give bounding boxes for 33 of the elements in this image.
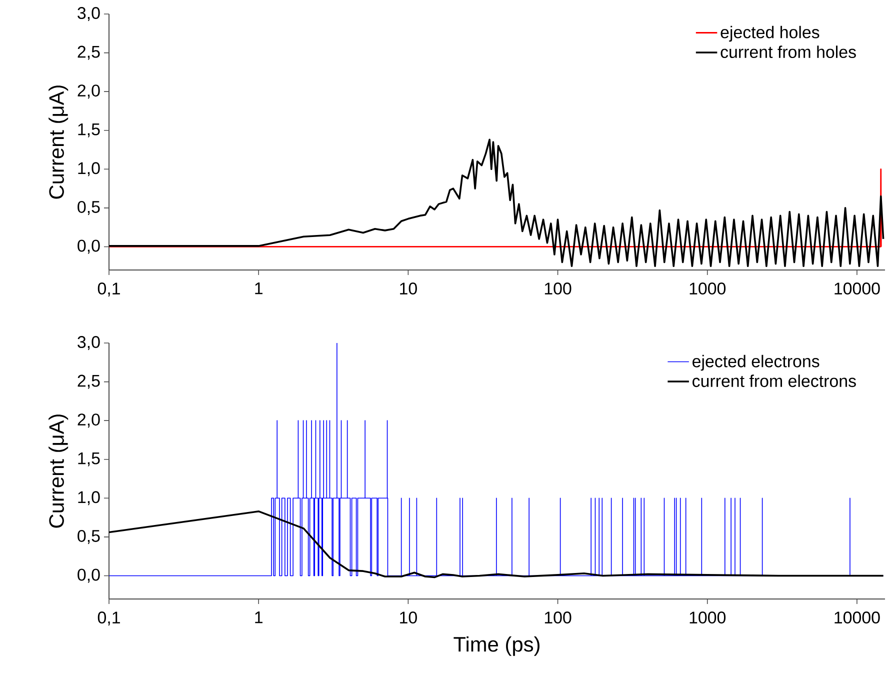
y-tick-label: 2,5 xyxy=(78,374,100,389)
legend-label: current from electrons xyxy=(692,374,856,388)
y-tick-label: 2,0 xyxy=(78,84,100,99)
x-tick-label: 1 xyxy=(255,612,262,624)
y-tick-label: 2,0 xyxy=(78,414,100,428)
x-tick-label: 10 xyxy=(400,612,417,624)
x-tick-label: 1 xyxy=(255,282,262,294)
y-tick-label: 0,0 xyxy=(78,240,100,254)
x-tick-label: 1000 xyxy=(690,282,726,295)
x-tick-label: 10000 xyxy=(834,282,880,295)
legend-label: ejected holes xyxy=(720,26,820,42)
x-tick-label: 1000 xyxy=(690,612,726,624)
legend-label: ejected electrons xyxy=(692,354,820,371)
y-tick-label: 0,5 xyxy=(78,200,100,215)
y-tick-label: 0,0 xyxy=(78,568,100,583)
y-axis-title: Current (μA) xyxy=(48,86,68,199)
x-axis-title: Time (ps) xyxy=(454,636,540,656)
y-tick-label: 0,5 xyxy=(78,530,100,544)
x-tick-label: 0,1 xyxy=(98,612,120,626)
y-tick-label: 3,0 xyxy=(78,7,100,21)
x-tick-label: 10 xyxy=(400,282,417,295)
y-tick-label: 1,0 xyxy=(78,162,100,176)
x-tick-label: 0,1 xyxy=(98,282,120,297)
x-tick-label: 10000 xyxy=(834,612,880,624)
y-tick-label: 3,0 xyxy=(78,336,100,350)
y-tick-label: 1,0 xyxy=(78,491,100,506)
y-tick-label: 1,5 xyxy=(78,452,100,466)
y-tick-label: 1,5 xyxy=(78,123,100,138)
x-tick-label: 100 xyxy=(544,612,572,624)
y-tick-label: 2,5 xyxy=(78,46,100,60)
y-axis-title: Current (μA) xyxy=(48,414,68,528)
legend-label: current from holes xyxy=(720,46,856,58)
x-tick-label: 100 xyxy=(544,282,572,295)
